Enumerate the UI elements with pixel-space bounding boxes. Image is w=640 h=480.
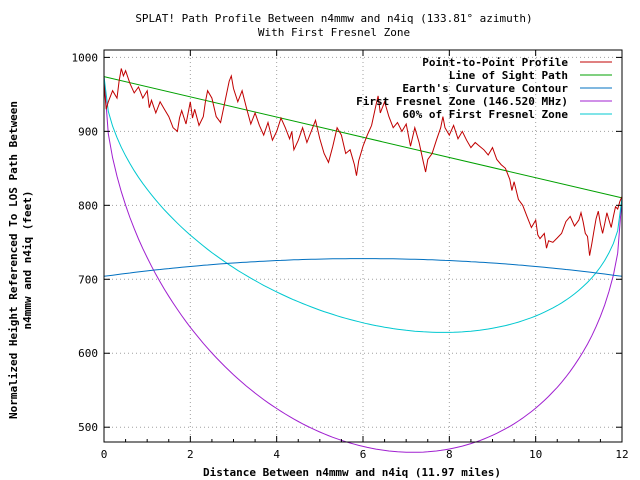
chart-title: SPLAT! Path Profile Between n4mmw and n4…	[135, 12, 532, 25]
x-tick-label: 6	[360, 448, 367, 461]
y-axis-label-line1: Normalized Height Referenced To LOS Path…	[7, 101, 20, 419]
y-tick-label: 600	[78, 347, 98, 360]
curve-layer	[103, 68, 623, 453]
legend-label: First Fresnel Zone (146.520 MHz)	[356, 95, 568, 108]
series-line-point-to-point-profile	[103, 68, 623, 256]
x-tick-label: 2	[187, 448, 194, 461]
x-tick-label: 8	[446, 448, 453, 461]
legend-label: Earth's Curvature Contour	[402, 82, 568, 95]
y-tick-label: 500	[78, 421, 98, 434]
x-tick-label: 4	[273, 448, 280, 461]
y-axis-label-line2: n4mmw and n4iq (feet)	[21, 190, 34, 329]
x-tick-label: 10	[529, 448, 542, 461]
x-axis-label: Distance Between n4mmw and n4iq (11.97 m…	[203, 466, 501, 479]
legend-label: 60% of First Fresnel Zone	[402, 108, 568, 121]
legend-label: Line of Sight Path	[449, 69, 568, 82]
series-line-60-of-first-fresnel-zone	[103, 76, 623, 333]
y-tick-label: 800	[78, 199, 98, 212]
series-line-earth-s-curvature-contour	[103, 258, 623, 277]
y-tick-label: 900	[78, 125, 98, 138]
x-tick-label: 0	[101, 448, 108, 461]
series-line-line-of-sight-path	[103, 76, 623, 199]
chart-subtitle: With First Fresnel Zone	[258, 26, 410, 39]
series-line-first-fresnel-zone-146-520-mhz	[103, 76, 623, 453]
x-tick-label: 12	[615, 448, 628, 461]
axes: 0 2 4 6 8 10 12 500 600 700 800 900 1000	[72, 49, 629, 461]
legend-label: Point-to-Point Profile	[422, 56, 568, 69]
y-tick-label: 1000	[72, 51, 99, 64]
grid	[104, 50, 622, 442]
y-tick-label: 700	[78, 273, 98, 286]
